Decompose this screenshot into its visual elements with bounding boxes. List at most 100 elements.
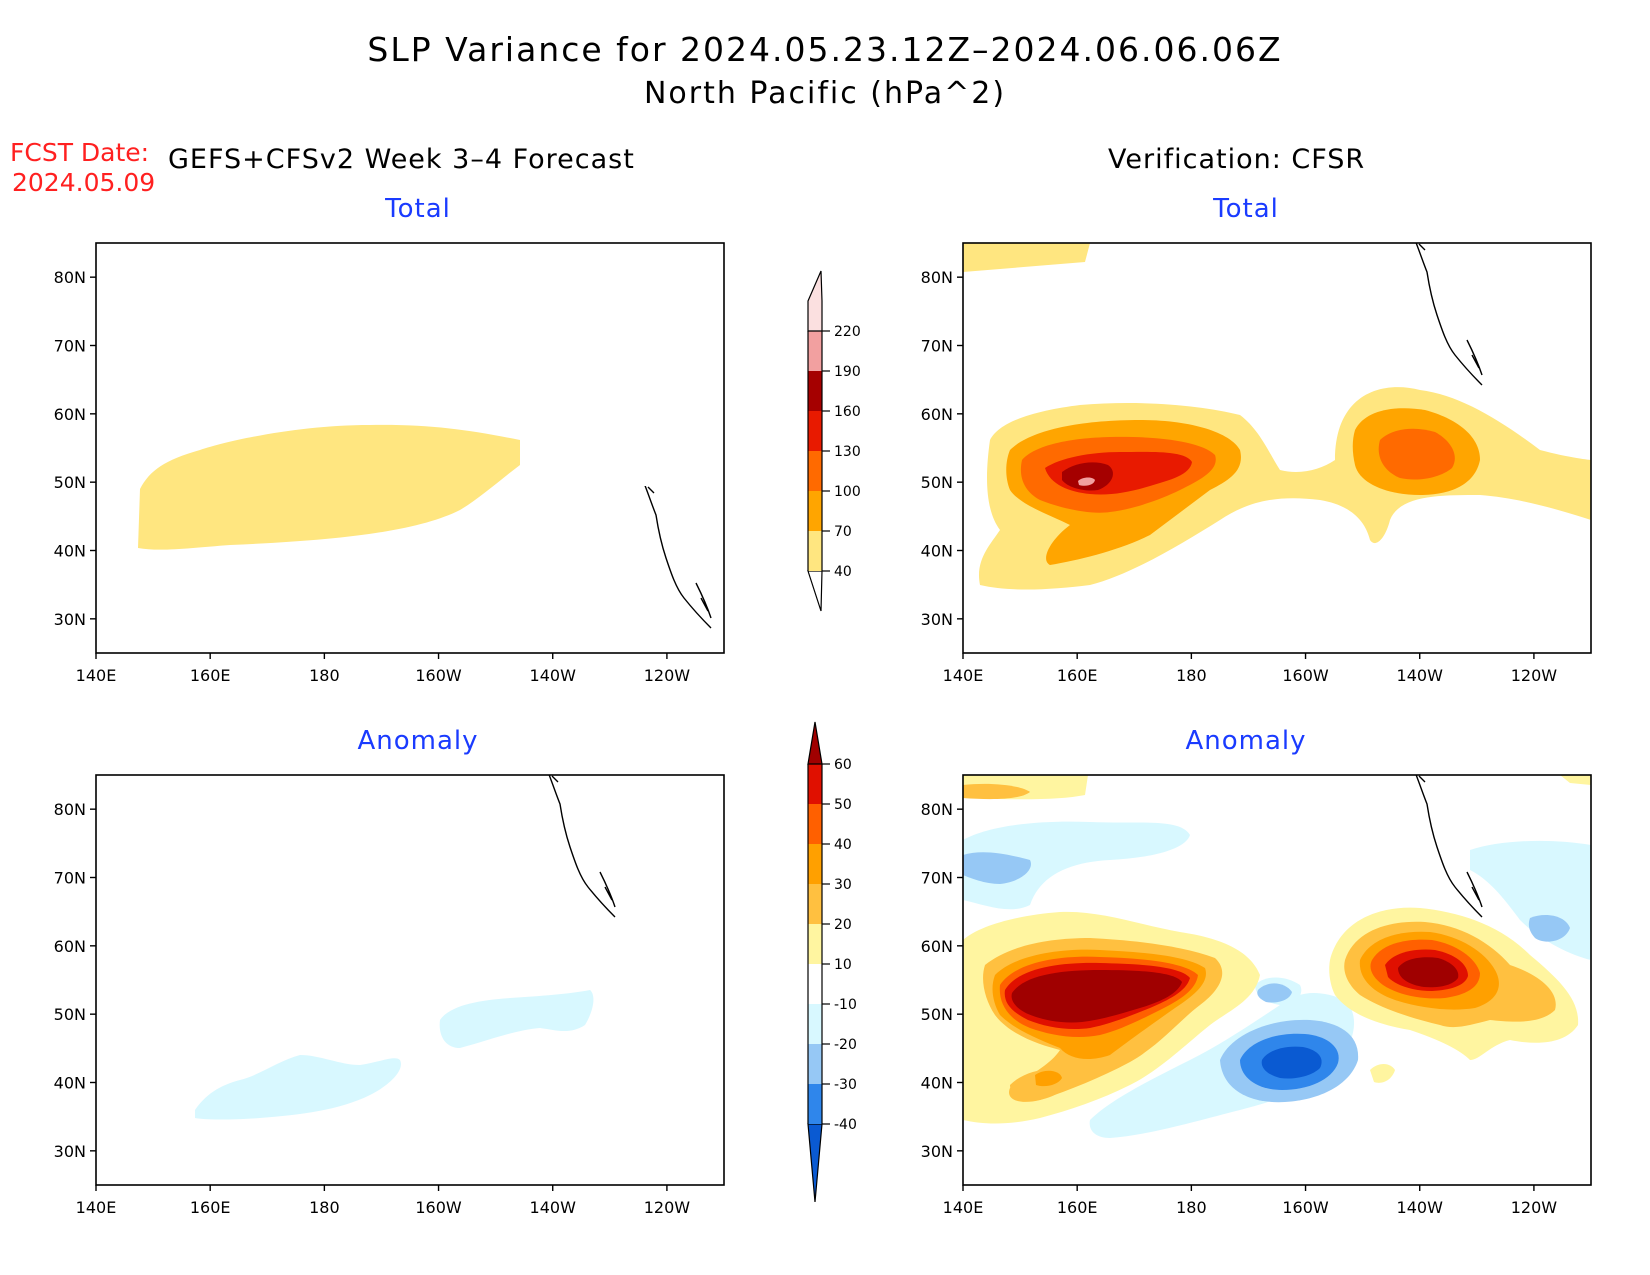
- lon-tick-label: 120W: [1511, 1198, 1558, 1217]
- lat-tick-label: 40N: [54, 1074, 86, 1093]
- lat-tick-label: 80N: [54, 268, 86, 287]
- lon-tick-label: 140W: [530, 666, 577, 685]
- lat-tick-label: 40N: [54, 542, 86, 561]
- lon-tick-label: 180: [309, 666, 340, 685]
- colorbar-total-label: 40: [834, 564, 852, 580]
- lat-tick-label: 50N: [54, 473, 86, 492]
- colorbar-anomaly-swatch: [808, 1004, 822, 1044]
- lat-tick-label: 80N: [921, 800, 953, 819]
- lon-tick-label: 140E: [76, 666, 117, 685]
- lon-tick-label: 120W: [644, 666, 691, 685]
- panel-verification-anomaly: [962, 774, 1592, 1186]
- colorbar-anomaly-swatch: [808, 1044, 822, 1084]
- verification-header: Verification: CFSR: [1108, 144, 1366, 175]
- lat-tick-label: 50N: [921, 1005, 953, 1024]
- colorbar-anomaly-label: 10: [834, 957, 852, 973]
- panel-verification-total: [962, 242, 1592, 654]
- lon-tick-label: 140E: [943, 1198, 984, 1217]
- lat-tick-label: 70N: [921, 869, 953, 888]
- lon-tick-label: 160E: [1057, 666, 1098, 685]
- lon-tick-label: 160W: [415, 1198, 462, 1217]
- fcst-date-value: 2024.05.09: [12, 168, 156, 197]
- lon-tick-label: 120W: [644, 1198, 691, 1217]
- colorbar-total-label: 190: [834, 364, 861, 380]
- lat-tick-label: 40N: [921, 542, 953, 561]
- lat-tick-label: 30N: [54, 1142, 86, 1161]
- colorbar-total-label: 130: [834, 444, 861, 460]
- lon-tick-label: 140E: [76, 1198, 117, 1217]
- colorbar-anomaly-label: -40: [834, 1117, 857, 1133]
- panel-forecast-total: [95, 242, 725, 654]
- colorbar-total-swatch: [808, 451, 822, 491]
- colorbar-total-label: 70: [834, 524, 852, 540]
- colorbar-total-swatch: [808, 331, 822, 371]
- lat-tick-label: 60N: [921, 937, 953, 956]
- colorbar-total-swatch: [808, 411, 822, 451]
- lat-tick-label: 50N: [921, 473, 953, 492]
- lon-tick-label: 160W: [1282, 666, 1329, 685]
- colorbar-anomaly-swatch: [808, 764, 822, 804]
- contour-40-70: [138, 424, 520, 550]
- lat-tick-label: 30N: [921, 610, 953, 629]
- lon-tick-label: 160E: [190, 666, 231, 685]
- lat-tick-label: 30N: [54, 610, 86, 629]
- lon-tick-label: 140W: [1397, 1198, 1444, 1217]
- colorbar-anomaly-swatch: [807, 721, 823, 765]
- lat-tick-label: 80N: [921, 268, 953, 287]
- lon-tick-label: 140W: [1397, 666, 1444, 685]
- colorbar-anomaly-swatch: [808, 804, 822, 844]
- colorbar-anomaly-label: 60: [834, 757, 852, 773]
- lat-tick-label: 60N: [54, 405, 86, 424]
- lon-tick-label: 160W: [415, 666, 462, 685]
- lon-tick-label: 180: [1176, 1198, 1207, 1217]
- colorbar-total-swatch: [807, 270, 823, 332]
- panel-forecast-anomaly: [95, 774, 725, 1186]
- colorbar-anomaly-swatch: [807, 1123, 823, 1203]
- colorbar-anomaly-label: 20: [834, 917, 852, 933]
- colorbar-anomaly-label: -30: [834, 1077, 857, 1093]
- colorbar-anomaly-label: 50: [834, 797, 852, 813]
- lon-tick-label: 180: [309, 1198, 340, 1217]
- colorbar-anomaly: -40 -30 -20 -10 10 20 30 40 50 60: [807, 721, 857, 1203]
- lat-tick-label: 60N: [54, 937, 86, 956]
- lat-tick-label: 70N: [54, 869, 86, 888]
- lat-tick-label: 70N: [54, 337, 86, 356]
- lon-tick-label: 160E: [190, 1198, 231, 1217]
- colorbar-anomaly-label: -20: [834, 1037, 857, 1053]
- lat-tick-label: 60N: [921, 405, 953, 424]
- panel-title-verification-anomaly: Anomaly: [1185, 726, 1307, 756]
- colorbar-anomaly-swatch: [808, 964, 822, 1004]
- lon-tick-label: 140E: [943, 666, 984, 685]
- colorbar-total-swatch: [808, 371, 822, 411]
- colorbar-anomaly-label: 30: [834, 877, 852, 893]
- lat-tick-label: 40N: [921, 1074, 953, 1093]
- colorbar-total-label: 100: [834, 484, 861, 500]
- colorbar-total-label: 160: [834, 404, 861, 420]
- colorbar-total-swatch: [808, 491, 822, 531]
- colorbar-anomaly-label: -10: [834, 997, 857, 1013]
- colorbar-total-swatch: [808, 531, 822, 571]
- colorbar-total-label: 220: [834, 324, 861, 340]
- panel-title-verification-total: Total: [1213, 194, 1279, 224]
- lon-tick-label: 180: [1176, 666, 1207, 685]
- colorbar-total-extension-low: [807, 570, 823, 612]
- main-title: SLP Variance for 2024.05.23.12Z–2024.06.…: [367, 30, 1283, 69]
- colorbar-anomaly-swatch: [808, 884, 822, 924]
- lat-tick-label: 70N: [921, 337, 953, 356]
- colorbar-total: 40 70 100 130 160 190 220: [807, 270, 861, 612]
- panel-title-forecast-anomaly: Anomaly: [357, 726, 479, 756]
- lon-tick-label: 160E: [1057, 1198, 1098, 1217]
- lat-tick-label: 80N: [54, 800, 86, 819]
- lon-tick-label: 120W: [1511, 666, 1558, 685]
- forecast-header: GEFS+CFSv2 Week 3–4 Forecast: [168, 144, 635, 175]
- colorbar-anomaly-label: 40: [834, 837, 852, 853]
- lat-tick-label: 30N: [921, 1142, 953, 1161]
- lat-tick-label: 50N: [54, 1005, 86, 1024]
- fcst-date-label: FCST Date:: [10, 138, 150, 167]
- panel-title-forecast-total: Total: [385, 194, 451, 224]
- main-subtitle: North Pacific (hPa^2): [643, 76, 1007, 111]
- colorbar-anomaly-swatch: [808, 844, 822, 884]
- colorbar-anomaly-swatch: [808, 1084, 822, 1124]
- lon-tick-label: 160W: [1282, 1198, 1329, 1217]
